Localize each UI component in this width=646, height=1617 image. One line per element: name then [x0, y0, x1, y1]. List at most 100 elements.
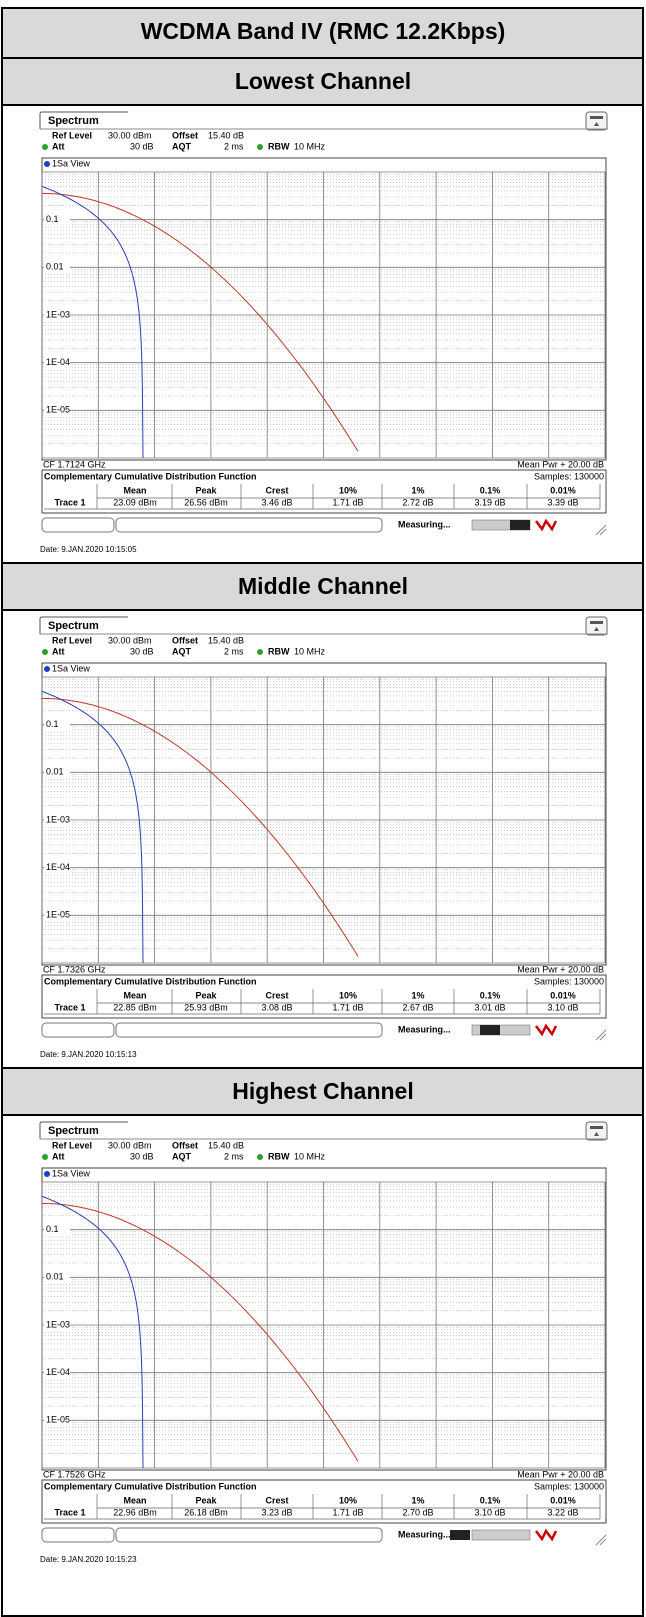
view-label: 1Sa View: [52, 1168, 90, 1178]
led: [257, 649, 263, 655]
value: 3.08 dB: [261, 1002, 292, 1012]
value: 26.18 dBm: [184, 1507, 228, 1517]
y-label-bg: [44, 310, 70, 320]
cf: CF 1.7326 GHz: [43, 964, 106, 974]
col-header: 1%: [411, 485, 424, 495]
status-field: [41, 1527, 115, 1543]
setting: 2 ms: [224, 141, 244, 151]
setting: 15.40 dB: [208, 1140, 244, 1150]
value: 22.96 dBm: [113, 1507, 157, 1517]
y-label: 0.01: [46, 262, 64, 272]
value: 3.46 dB: [261, 497, 292, 507]
col-header: 0.01%: [550, 1495, 576, 1505]
y-label: 0.01: [46, 767, 64, 777]
value: 23.09 dBm: [113, 497, 157, 507]
y-label: 0.01: [46, 1272, 64, 1282]
grip: [595, 1534, 607, 1546]
setting: 30 dB: [130, 141, 154, 151]
col-header: 1%: [411, 990, 424, 1000]
col-header: Mean: [123, 1495, 146, 1505]
status-field: [115, 517, 383, 533]
setting: RBW: [268, 1151, 290, 1161]
col-header: 0.1%: [480, 485, 501, 495]
y-label: 1E-04: [46, 1367, 70, 1377]
value: 3.19 dB: [474, 497, 505, 507]
result-frame: [41, 469, 607, 514]
value: 1.71 dB: [332, 497, 363, 507]
samples: Samples: 130000: [534, 471, 604, 481]
y-label-bg: [44, 767, 70, 778]
ccdf-curve: [41, 185, 144, 459]
icon: [585, 1121, 608, 1141]
setting: 30 dB: [130, 646, 154, 656]
setting: 10 MHz: [294, 646, 326, 656]
tab: [39, 616, 128, 634]
icon: [585, 111, 608, 131]
setting: Att: [52, 141, 65, 151]
status-field: [41, 1022, 115, 1038]
col-header: Peak: [195, 990, 217, 1000]
col-header: Mean: [123, 485, 146, 495]
trace: Trace 1: [54, 1002, 85, 1012]
tab-label: Spectrum: [48, 115, 99, 127]
y-label-bg: [44, 862, 70, 873]
y-label-bg: [44, 815, 70, 825]
icon-glyph: [590, 1126, 603, 1136]
setting: Att: [52, 1151, 65, 1161]
col-header: 10%: [339, 990, 357, 1000]
progress-fill: [510, 520, 530, 530]
setting: Ref Level: [52, 1140, 92, 1150]
value: 2.67 dB: [402, 1002, 433, 1012]
y-label: 0.1: [46, 1224, 59, 1234]
view-label: 1Sa View: [52, 663, 90, 673]
y-label: 0.1: [46, 719, 59, 729]
setting: Att: [52, 646, 65, 656]
setting: 30.00 dBm: [108, 1140, 152, 1150]
setting: AQT: [172, 141, 192, 151]
setting: 10 MHz: [294, 1151, 326, 1161]
date: Date: 9.JAN.2020 10:15:23: [40, 1555, 137, 1564]
y-label: 0.1: [46, 214, 59, 224]
y-label-bg: [44, 910, 70, 921]
setting: Offset: [172, 130, 198, 140]
y-label-bg: [44, 405, 70, 416]
tab-label: Spectrum: [48, 620, 99, 632]
col-header: Mean: [123, 990, 146, 1000]
setting: RBW: [268, 646, 290, 656]
col-header: Peak: [195, 485, 217, 495]
value: 3.10 dB: [547, 1002, 578, 1012]
y-label: 1E-03: [46, 814, 70, 824]
setting: 15.40 dB: [208, 635, 244, 645]
value: 3.22 dB: [547, 1507, 578, 1517]
tab: [39, 1121, 128, 1139]
ccdf-title: Complementary Cumulative Distribution Fu…: [44, 976, 257, 986]
status-icon: [535, 1023, 558, 1037]
setting: 30.00 dBm: [108, 635, 152, 645]
setting: Ref Level: [52, 130, 92, 140]
y-label-bg: [44, 214, 70, 225]
section-title: Lowest Channel: [235, 68, 411, 94]
cf: CF 1.7526 GHz: [43, 1469, 106, 1479]
grip: [595, 524, 607, 536]
status: Measuring...: [398, 1529, 451, 1539]
tab: [39, 111, 128, 129]
value: 22.85 dBm: [113, 1002, 157, 1012]
col-header: 10%: [339, 1495, 357, 1505]
y-label: 1E-05: [46, 405, 70, 415]
result-frame: [41, 1479, 607, 1524]
col-header: 0.01%: [550, 485, 576, 495]
header-title: WCDMA Band IV (RMC 12.2Kbps): [141, 18, 506, 44]
value: 26.56 dBm: [184, 497, 228, 507]
value: 3.10 dB: [474, 1507, 505, 1517]
setting: AQT: [172, 646, 192, 656]
y-label-bg: [44, 1320, 70, 1330]
value: 2.72 dB: [402, 497, 433, 507]
setting: 10 MHz: [294, 141, 326, 151]
view-dot: [44, 161, 50, 167]
progress-fill: [480, 1025, 500, 1035]
led: [257, 1154, 263, 1160]
setting: Offset: [172, 1140, 198, 1150]
led: [257, 144, 263, 150]
tab-label: Spectrum: [48, 1125, 99, 1137]
